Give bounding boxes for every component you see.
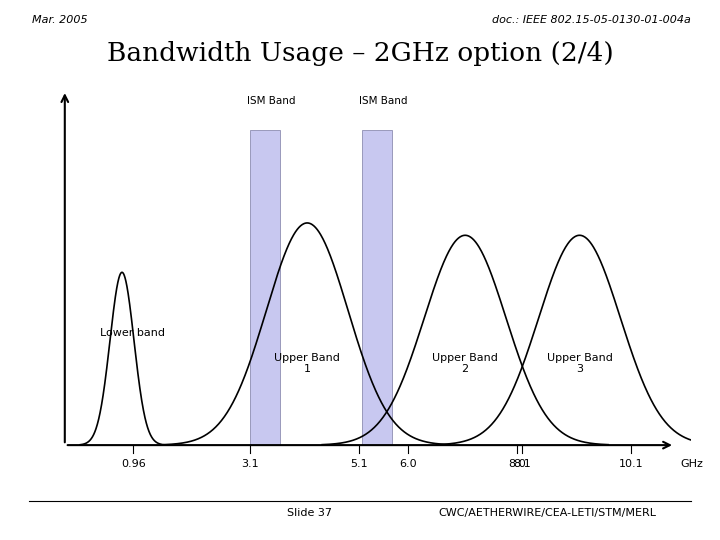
Text: 8.0: 8.0	[508, 459, 526, 469]
Text: 10.1: 10.1	[619, 459, 644, 469]
Text: Lower band: Lower band	[100, 328, 165, 338]
Text: Slide 37: Slide 37	[287, 508, 332, 518]
Text: ISM Band: ISM Band	[359, 96, 408, 106]
Bar	[361, 130, 392, 445]
Text: Bandwidth Usage – 2GHz option (2/4): Bandwidth Usage – 2GHz option (2/4)	[107, 40, 613, 65]
Text: doc.: IEEE 802.15-05-0130-01-004a: doc.: IEEE 802.15-05-0130-01-004a	[492, 15, 691, 25]
Text: GHz: GHz	[680, 459, 703, 469]
Text: Upper Band
3: Upper Band 3	[546, 353, 613, 374]
Text: 6.0: 6.0	[399, 459, 417, 469]
Text: Mar. 2005: Mar. 2005	[32, 15, 88, 25]
Text: 8.1: 8.1	[513, 459, 531, 469]
Text: 0.96: 0.96	[121, 459, 146, 469]
Bar	[250, 130, 280, 445]
Text: 3.1: 3.1	[241, 459, 258, 469]
Text: CWC/AETHERWIRE/CEA-LETI/STM/MERL: CWC/AETHERWIRE/CEA-LETI/STM/MERL	[438, 508, 656, 518]
Text: ISM Band: ISM Band	[247, 96, 296, 106]
Text: Upper Band
1: Upper Band 1	[274, 353, 340, 374]
Text: 5.1: 5.1	[350, 459, 368, 469]
Text: Upper Band
2: Upper Band 2	[432, 353, 498, 374]
